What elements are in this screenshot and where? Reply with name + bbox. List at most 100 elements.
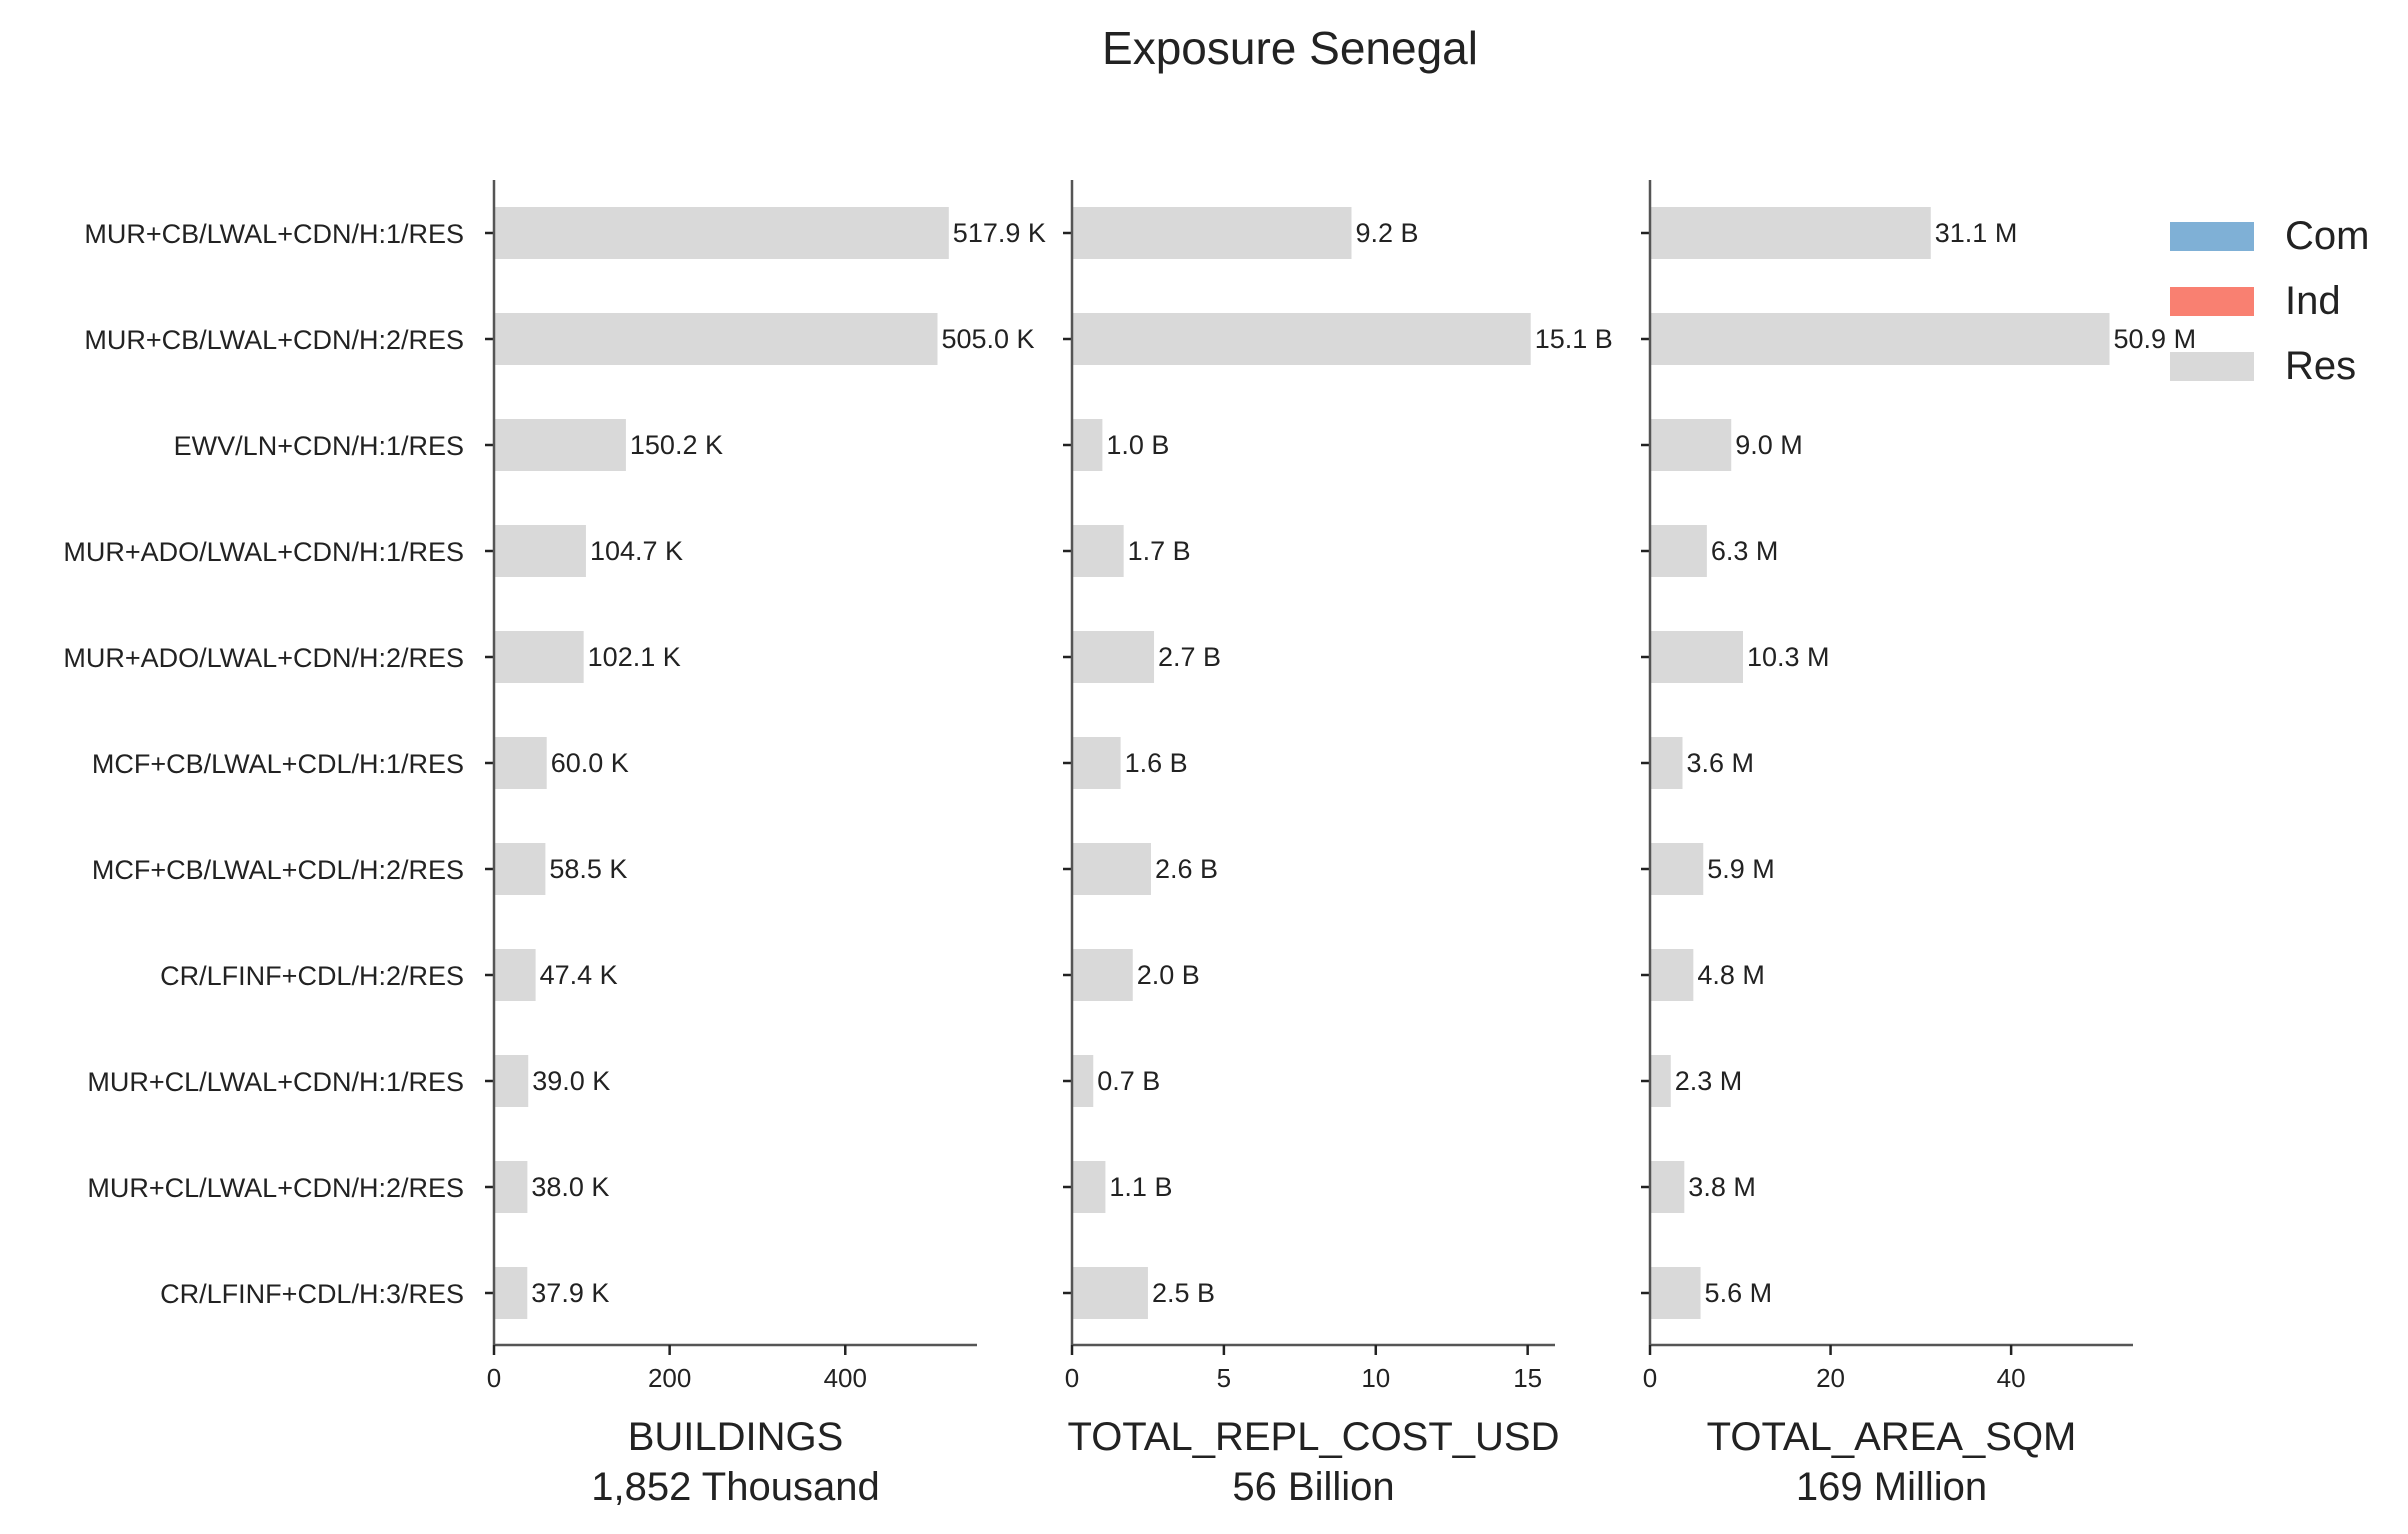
data-label: 2.0 B bbox=[1137, 960, 1200, 990]
x-tick-label: 200 bbox=[648, 1363, 691, 1393]
bar bbox=[1650, 419, 1732, 471]
chart-panels: 517.9 K MUR+CB/LWAL+CDN/H:1/RES 505.0 K MUR… bbox=[63, 180, 2196, 1509]
bar bbox=[1650, 313, 2110, 365]
data-label: 3.8 M bbox=[1688, 1172, 1756, 1202]
data-label: 5.9 M bbox=[1707, 854, 1775, 884]
y-tick-label: MUR+CB/LWAL+CDN/H:1/RES bbox=[84, 219, 464, 249]
x-tick-label: 10 bbox=[1361, 1363, 1390, 1393]
bar bbox=[1650, 631, 1743, 683]
data-label: 58.5 K bbox=[549, 854, 627, 884]
x-axis-subtitle: 56 Billion bbox=[1232, 1465, 1394, 1509]
data-label: 47.4 K bbox=[540, 960, 618, 990]
x-axis-label: TOTAL_AREA_SQM bbox=[1707, 1415, 2077, 1459]
data-label: 38.0 K bbox=[531, 1172, 609, 1202]
data-label: 50.9 M bbox=[2114, 324, 2197, 354]
data-label: 60.0 K bbox=[551, 748, 629, 778]
data-label: 9.0 M bbox=[1735, 430, 1803, 460]
legend-swatch bbox=[2170, 352, 2254, 381]
y-tick-label: MUR+ADO/LWAL+CDN/H:1/RES bbox=[63, 537, 464, 567]
legend-label: Ind bbox=[2285, 279, 2341, 323]
data-label: 9.2 B bbox=[1355, 218, 1418, 248]
panel-2: 9.2 B 15.1 B 1.0 B 1.7 B 2.7 B 1.6 B 2.6 B 2.0 … bbox=[1063, 180, 1613, 1509]
y-tick-label: MUR+CL/LWAL+CDN/H:1/RES bbox=[87, 1067, 464, 1097]
bar bbox=[1650, 207, 1931, 259]
data-label: 6.3 M bbox=[1711, 536, 1779, 566]
data-label: 0.7 B bbox=[1097, 1066, 1160, 1096]
bar bbox=[1650, 1267, 1701, 1319]
bar bbox=[494, 1267, 528, 1319]
data-label: 1.6 B bbox=[1125, 748, 1188, 778]
bar bbox=[1072, 631, 1155, 683]
y-tick-label: CR/LFINF+CDL/H:3/RES bbox=[160, 1279, 464, 1309]
data-label: 31.1 M bbox=[1935, 218, 2018, 248]
y-tick-label: MUR+ADO/LWAL+CDN/H:2/RES bbox=[63, 643, 464, 673]
panel-3: 31.1 M 50.9 M 9.0 M 6.3 M 10.3 M 3.6 M 5.9 M 4.… bbox=[1641, 180, 2196, 1509]
y-tick-label: MCF+CB/LWAL+CDL/H:1/RES bbox=[92, 749, 464, 779]
bar bbox=[1072, 843, 1151, 895]
x-tick-label: 0 bbox=[1643, 1363, 1657, 1393]
data-label: 517.9 K bbox=[953, 218, 1046, 248]
bar bbox=[494, 737, 547, 789]
bar bbox=[1072, 949, 1133, 1001]
x-tick-label: 20 bbox=[1816, 1363, 1845, 1393]
data-label: 37.9 K bbox=[531, 1278, 609, 1308]
bar bbox=[494, 949, 536, 1001]
y-tick-label: EWV/LN+CDN/H:1/RES bbox=[174, 431, 464, 461]
bar bbox=[494, 843, 546, 895]
bar bbox=[1072, 1267, 1148, 1319]
x-axis-label: BUILDINGS bbox=[628, 1415, 844, 1459]
x-tick-label: 40 bbox=[1997, 1363, 2026, 1393]
bar bbox=[494, 313, 938, 365]
x-axis-subtitle: 169 Million bbox=[1796, 1465, 1987, 1509]
bar bbox=[494, 1055, 529, 1107]
data-label: 104.7 K bbox=[590, 536, 683, 566]
data-label: 15.1 B bbox=[1535, 324, 1613, 354]
data-label: 5.6 M bbox=[1705, 1278, 1773, 1308]
bar bbox=[494, 631, 584, 683]
x-axis-label: TOTAL_REPL_COST_USD bbox=[1067, 1415, 1559, 1459]
data-label: 2.5 B bbox=[1152, 1278, 1215, 1308]
data-label: 505.0 K bbox=[941, 324, 1034, 354]
x-tick-label: 0 bbox=[1065, 1363, 1079, 1393]
y-tick-label: MUR+CB/LWAL+CDN/H:2/RES bbox=[84, 325, 464, 355]
bar bbox=[1650, 737, 1683, 789]
data-label: 39.0 K bbox=[532, 1066, 610, 1096]
data-label: 2.6 B bbox=[1155, 854, 1218, 884]
legend-swatch bbox=[2170, 287, 2254, 316]
x-tick-label: 15 bbox=[1513, 1363, 1542, 1393]
legend-label: Com bbox=[2285, 214, 2369, 258]
bar bbox=[1072, 419, 1103, 471]
bar bbox=[1072, 525, 1124, 577]
data-label: 1.7 B bbox=[1128, 536, 1191, 566]
y-tick-label: CR/LFINF+CDL/H:2/RES bbox=[160, 961, 464, 991]
bar bbox=[1650, 525, 1707, 577]
y-tick-label: MCF+CB/LWAL+CDL/H:2/RES bbox=[92, 855, 464, 885]
data-label: 4.8 M bbox=[1697, 960, 1765, 990]
bar bbox=[1072, 207, 1352, 259]
panel-1: 517.9 K MUR+CB/LWAL+CDN/H:1/RES 505.0 K MUR… bbox=[63, 180, 1046, 1509]
data-label: 1.0 B bbox=[1106, 430, 1169, 460]
x-tick-label: 5 bbox=[1217, 1363, 1231, 1393]
data-label: 10.3 M bbox=[1747, 642, 1830, 672]
data-label: 2.3 M bbox=[1675, 1066, 1743, 1096]
bar bbox=[1072, 313, 1531, 365]
bar bbox=[1650, 1055, 1671, 1107]
bar bbox=[1650, 949, 1694, 1001]
bar bbox=[1072, 737, 1121, 789]
bar bbox=[494, 207, 949, 259]
bar bbox=[1650, 1161, 1685, 1213]
legend-swatch bbox=[2170, 222, 2254, 251]
data-label: 150.2 K bbox=[630, 430, 723, 460]
chart-legend: Com Ind Res bbox=[2170, 214, 2369, 388]
data-label: 2.7 B bbox=[1158, 642, 1221, 672]
bar bbox=[494, 1161, 528, 1213]
x-axis-subtitle: 1,852 Thousand bbox=[591, 1465, 879, 1509]
data-label: 102.1 K bbox=[588, 642, 681, 672]
x-tick-label: 400 bbox=[824, 1363, 867, 1393]
y-tick-label: MUR+CL/LWAL+CDN/H:2/RES bbox=[87, 1173, 464, 1203]
bar bbox=[494, 419, 626, 471]
chart-title: Exposure Senegal bbox=[1102, 22, 1478, 74]
x-tick-label: 0 bbox=[487, 1363, 501, 1393]
data-label: 3.6 M bbox=[1687, 748, 1755, 778]
